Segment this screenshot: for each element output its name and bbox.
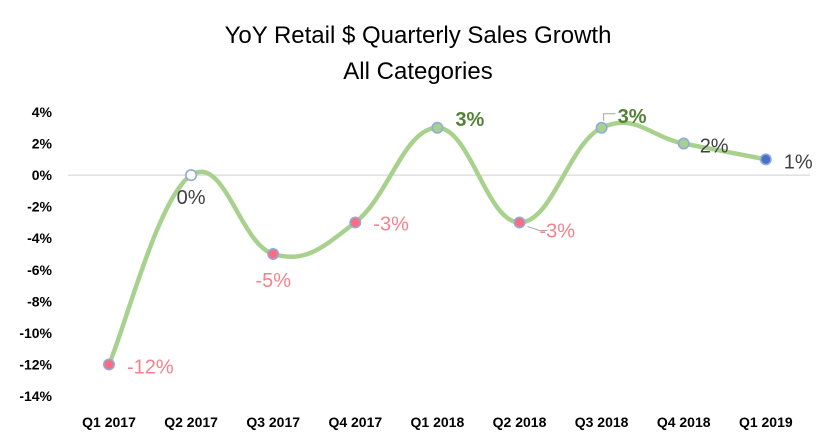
data-point [759,153,772,166]
data-label: 3% [618,106,647,128]
y-tick-label: -4% [27,230,52,246]
leader-line [527,225,548,231]
x-tick-label: Q4 2017 [328,414,382,430]
y-tick-label: 2% [32,136,53,152]
x-tick-label: Q1 2018 [411,414,465,430]
data-label: -12% [127,356,174,378]
x-tick-label: Q3 2017 [246,414,300,430]
data-label: 2% [700,136,729,158]
data-label: -3% [540,220,576,242]
data-label: -5% [255,270,291,292]
data-label: 1% [784,151,813,173]
data-point [431,121,444,134]
data-point [595,121,608,134]
y-tick-label: -2% [27,199,52,215]
data-point [513,216,526,229]
x-tick-label: Q1 2017 [82,414,136,430]
data-point [185,169,198,182]
y-tick-label: -14% [19,388,52,404]
chart-title: YoY Retail $ Quarterly Sales Growth [225,22,612,49]
data-point [103,358,116,371]
x-tick-label: Q3 2018 [575,414,629,430]
data-label: 0% [177,187,206,209]
y-tick-label: -10% [19,325,52,341]
chart-subtitle: All Categories [343,58,492,85]
x-tick-label: Q2 2018 [493,414,547,430]
x-tick-label: Q1 2019 [739,414,793,430]
data-markers [103,121,772,371]
leader-line [603,113,616,121]
y-tick-label: 4% [32,104,53,120]
x-axis: Q1 2017 Q2 2017 Q3 2017 Q4 2017 Q1 2018 Q2 20… [82,414,793,430]
data-label: -3% [373,213,409,235]
data-point [349,216,362,229]
data-label: 3% [455,109,484,131]
y-axis: 4% 2% 0% -2% -4% -6% -8% -10% -12% -14% [19,104,52,404]
data-point [267,248,280,261]
y-tick-label: -8% [27,293,52,309]
series-line [106,120,769,367]
data-labels: -12% 0% -5% -3% 3% -3% 3% 2% 1% [127,106,813,379]
y-tick-label: 0% [32,167,53,183]
leader-lines [527,113,616,231]
x-tick-label: Q2 2017 [164,414,218,430]
y-tick-label: -12% [19,356,52,372]
y-tick-label: -6% [27,262,52,278]
x-tick-label: Q4 2018 [657,414,711,430]
data-point [677,137,690,150]
